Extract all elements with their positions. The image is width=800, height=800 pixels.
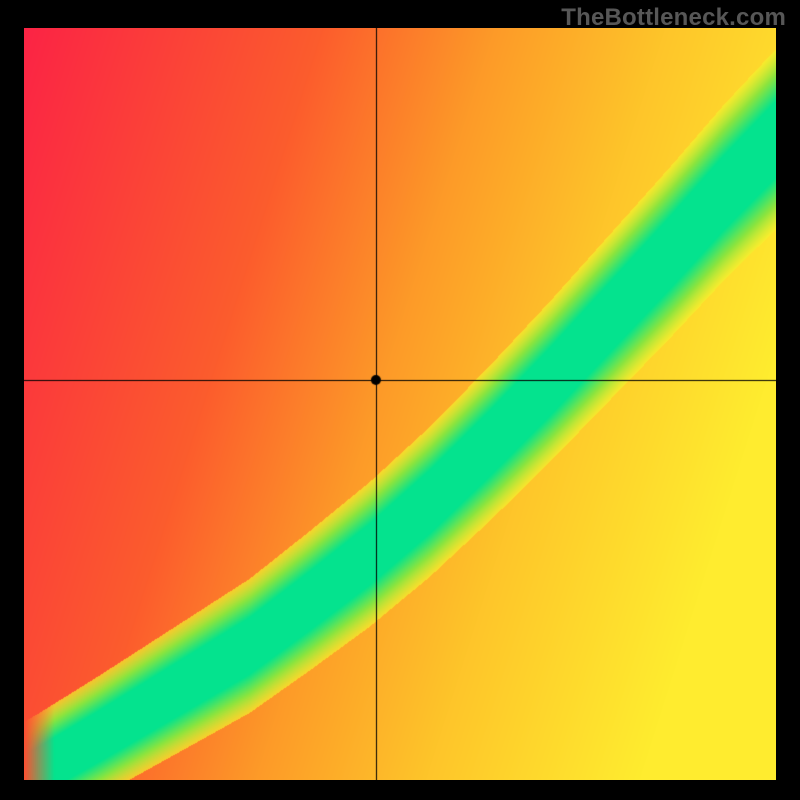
watermark-text: TheBottleneck.com (561, 4, 786, 32)
chart-container: TheBottleneck.com (0, 0, 800, 800)
heatmap-canvas (24, 28, 776, 780)
heatmap-plot (24, 28, 776, 780)
